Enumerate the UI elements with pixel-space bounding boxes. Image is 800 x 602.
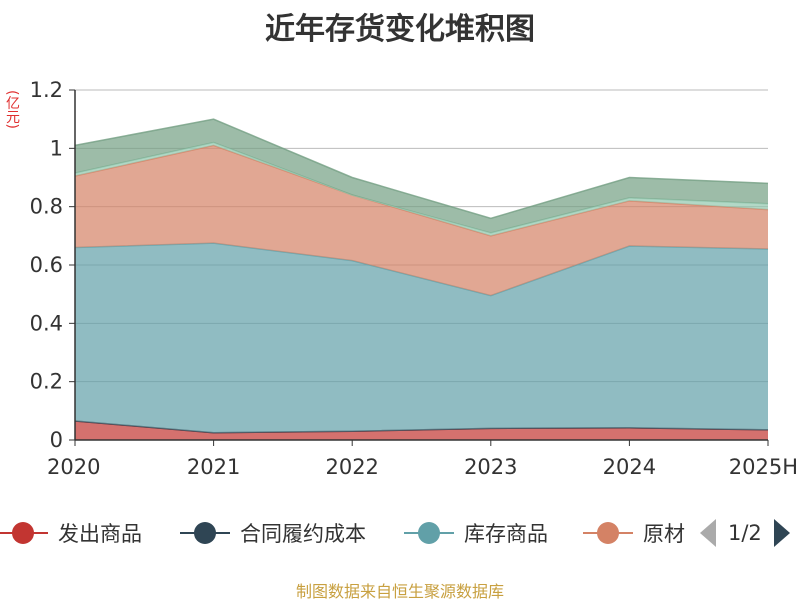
area-chart: 0 0.2 0.4 0.6 0.8 1 1.2 2020 2021 2022 2023 2024 202… [30,78,798,479]
y-tick-label: 1.2 [30,78,63,102]
x-tick-label: 2024 [603,455,656,479]
y-tick-label: 1 [50,136,63,160]
legend-item[interactable]: 库存商品 [404,515,548,551]
y-tick-label: 0.6 [30,253,63,277]
x-tick-label: 2020 [47,455,100,479]
legend-label: 发出商品 [58,522,142,546]
legend-pager: 1/2 [700,515,790,551]
legend-marker-icon [180,515,230,551]
legend-page-indicator: 1/2 [728,521,762,545]
legend-prev-page-icon[interactable] [700,519,716,547]
y-tick-label: 0.8 [30,195,63,219]
x-tick-label: 2023 [464,455,517,479]
legend-dot [12,522,34,544]
series-line-4 [74,141,769,234]
x-tick-label: 2021 [187,455,240,479]
data-source-note: 制图数据来自恒生聚源数据库 [295,582,504,601]
legend: 发出商品 合同履约成本 库存商品 原材料 [0,515,800,555]
legend-label: 原材料 [643,522,685,546]
x-tick-label: 2025H [729,455,798,479]
legend-dot [194,522,216,544]
legend-item[interactable]: 合同履约成本 [180,515,366,551]
y-tick-label: 0 [50,428,63,452]
legend-dot [418,522,440,544]
series-line-5 [74,118,769,220]
x-tick-label: 2022 [325,455,378,479]
legend-item[interactable]: 原材料 [583,515,685,551]
area-series-3 [75,145,768,296]
legend-marker-icon [404,515,454,551]
legend-dot [597,522,619,544]
chart-title: 近年存货变化堆积图 [265,12,535,47]
legend-items: 发出商品 合同履约成本 库存商品 原材料 [0,515,685,555]
y-tick-label: 0.2 [30,370,63,394]
y-tick-label: 0.4 [30,311,63,335]
legend-marker-icon [583,515,633,551]
legend-item[interactable]: 发出商品 [0,515,142,551]
y-axis-unit: (亿元) [4,90,20,129]
legend-label: 库存商品 [464,522,548,546]
legend-next-page-icon[interactable] [773,519,790,547]
area-series-5 [75,119,768,233]
area-series-2 [75,243,768,433]
legend-marker-icon [0,515,48,551]
legend-label: 合同履约成本 [240,522,366,546]
